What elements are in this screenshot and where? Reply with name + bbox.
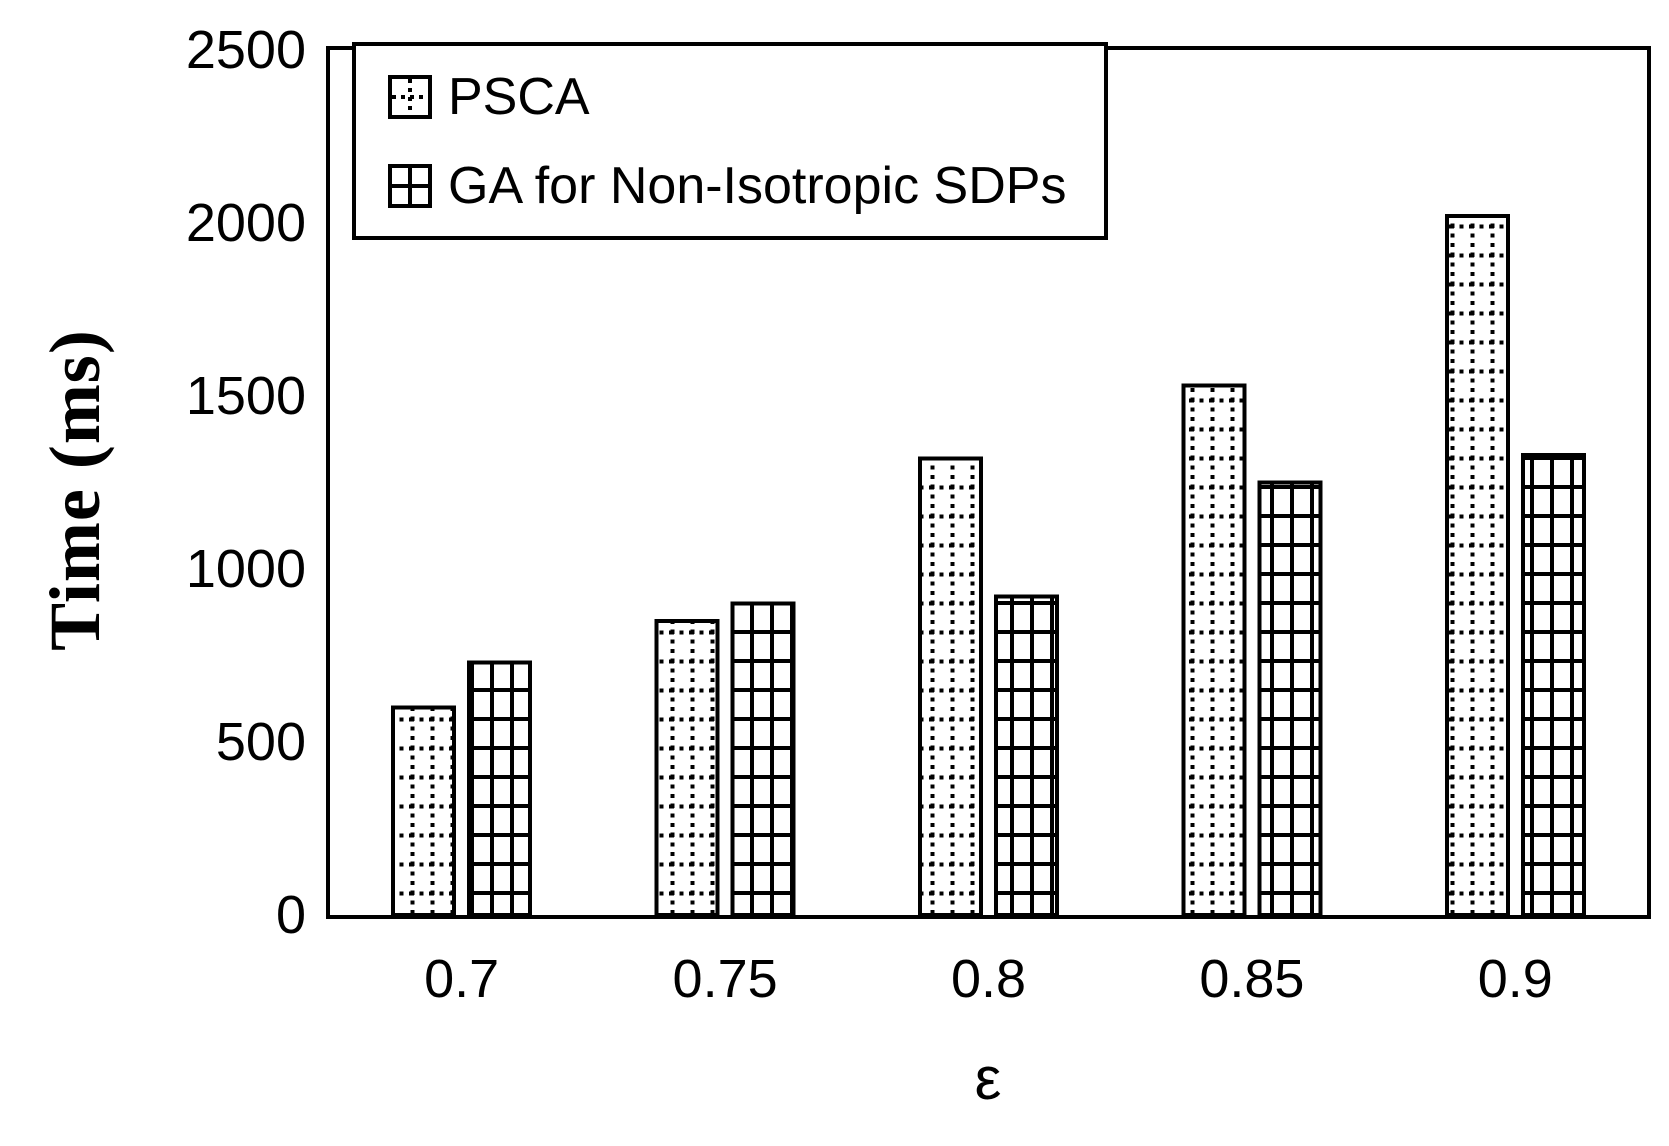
y-tick-label-1500: 1500 <box>185 366 306 426</box>
bars-canvas <box>391 214 1586 915</box>
x-tick-label-0.7: 0.7 <box>424 949 500 1009</box>
bar-psca-0.85 <box>1181 383 1247 915</box>
y-tick-label-2500: 2500 <box>185 20 306 80</box>
bar-psca-0.75 <box>654 618 720 915</box>
bar-ga-0.75 <box>730 601 796 915</box>
x-tick-label-0.75: 0.75 <box>672 949 778 1009</box>
x-tick-label-0.85: 0.85 <box>1199 949 1305 1009</box>
y-axis-title: Time (ms) <box>35 329 115 651</box>
bar-ga-0.9 <box>1520 452 1586 915</box>
legend-item-psca: PSCA <box>356 69 1104 125</box>
legend-item-ga: GA for Non-Isotropic SDPs <box>356 158 1104 214</box>
x-tick-label-0.8: 0.8 <box>950 949 1027 1009</box>
y-tick-label-2000: 2000 <box>185 193 306 253</box>
y-tick-label-0: 0 <box>275 885 306 945</box>
y-tick-label-500: 500 <box>215 712 306 772</box>
x-axis-title: ε <box>974 1045 1002 1112</box>
bar-ga-0.7 <box>467 660 533 915</box>
legend-label-ga: GA for Non-Isotropic SDPs <box>448 156 1067 215</box>
legend: PSCA GA for Non-Isotropic SDPs <box>352 42 1108 240</box>
bar-ga-0.85 <box>1257 480 1323 915</box>
bar-psca-0.8 <box>918 456 983 915</box>
y-tick-label-1000: 1000 <box>185 539 306 599</box>
bar-psca-0.7 <box>391 705 457 915</box>
x-tick-label-0.9: 0.9 <box>1477 949 1553 1009</box>
ga-solid-grid-swatch-icon <box>388 163 432 208</box>
psca-dotted-grid-swatch-icon <box>388 74 432 119</box>
legend-label-psca: PSCA <box>448 67 590 126</box>
bar-ga-0.8 <box>994 594 1059 915</box>
bar-psca-0.9 <box>1444 214 1510 915</box>
